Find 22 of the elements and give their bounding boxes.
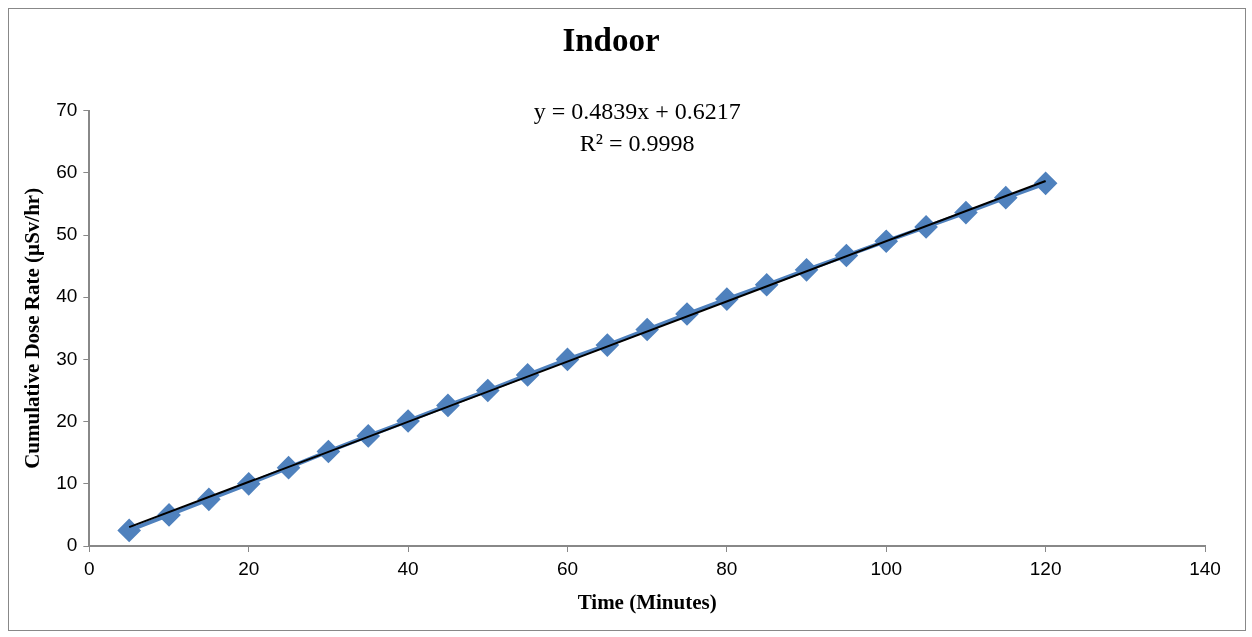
y-axis-title: Cumulative Dose Rate (µSv/hr) (20, 187, 45, 469)
x-tick-label: 60 (556, 557, 579, 579)
x-tick-label: 80 (716, 557, 738, 579)
y-tick-label: 20 (56, 409, 78, 431)
x-tick-label: 100 (870, 557, 903, 579)
y-tick-label: 10 (56, 472, 78, 494)
y-tick-label: 50 (56, 223, 78, 245)
x-tick-label: 0 (84, 557, 95, 579)
x-tick-label: 40 (397, 557, 419, 579)
x-tick-label: 140 (1189, 557, 1221, 579)
chart-title: Indoor (562, 22, 660, 59)
y-tick-label: 60 (56, 161, 78, 183)
x-tick-label: 20 (238, 557, 260, 579)
y-tick-label: 40 (56, 285, 78, 307)
annotation: y = 0.4839x + 0.6217 (533, 97, 741, 124)
x-axis-title: Time (Minutes) (577, 589, 717, 614)
y-tick-label: 30 (56, 347, 78, 369)
point (118, 519, 141, 542)
y-tick-label: 70 (56, 98, 78, 120)
x-tick-label: 120 (1029, 557, 1062, 579)
annotation: R² = 0.9998 (579, 129, 695, 156)
y-tick-label: 0 (66, 534, 78, 556)
